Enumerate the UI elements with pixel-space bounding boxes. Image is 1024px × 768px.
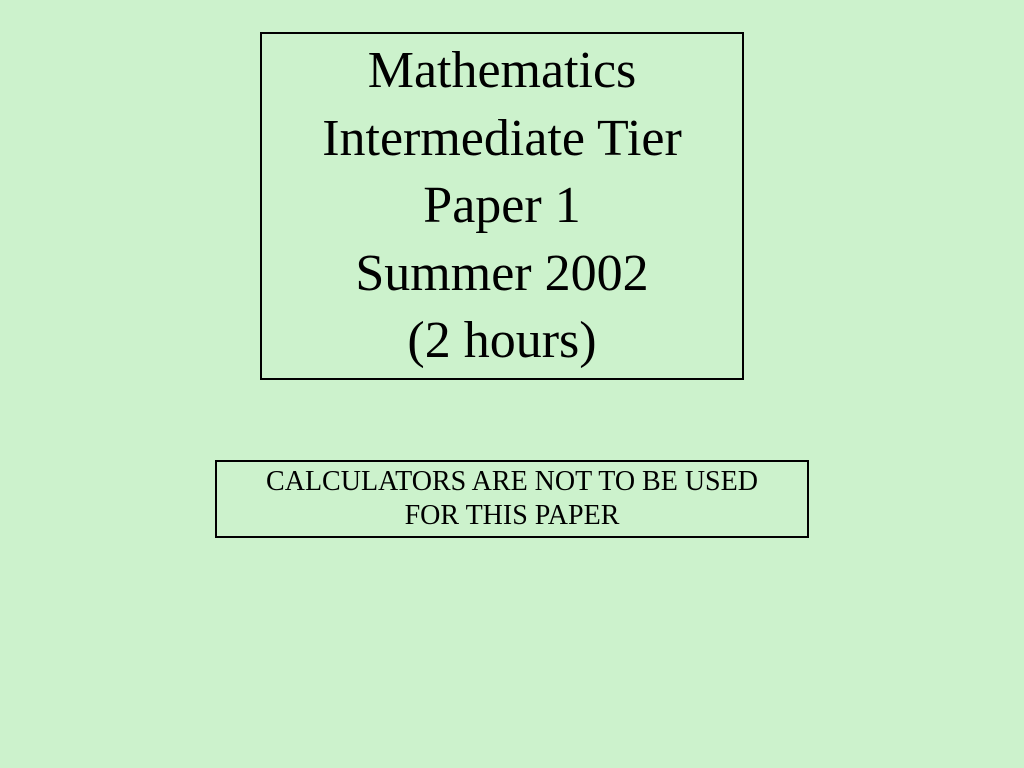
title-line-1: Mathematics [368, 37, 637, 105]
title-line-4: Summer 2002 [355, 240, 648, 308]
title-line-5: (2 hours) [407, 307, 596, 375]
notice-line-1: CALCULATORS ARE NOT TO BE USED [266, 465, 758, 499]
notice-line-2: FOR THIS PAPER [405, 499, 620, 533]
notice-box: CALCULATORS ARE NOT TO BE USED FOR THIS … [215, 460, 809, 538]
title-box: Mathematics Intermediate Tier Paper 1 Su… [260, 32, 744, 380]
title-line-2: Intermediate Tier [322, 105, 682, 173]
title-line-3: Paper 1 [423, 172, 580, 240]
